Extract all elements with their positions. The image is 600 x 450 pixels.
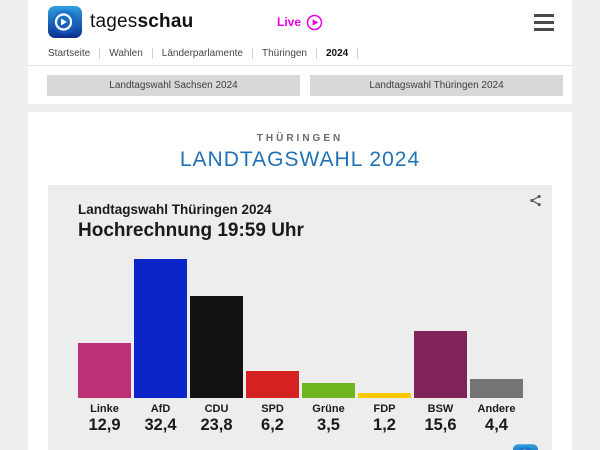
tagesschau-home-link[interactable]: tagesschau: [48, 6, 193, 38]
header-divider: [28, 65, 572, 66]
bar-Linke: [78, 343, 131, 398]
party-value: 12,9: [88, 416, 121, 434]
header-top-bar: tagesschau Live: [28, 0, 572, 44]
brand-wordmark: tagesschau: [90, 11, 193, 33]
breadcrumb-thueringen[interactable]: Thüringen: [253, 47, 317, 59]
results-chart-panel: Landtagswahl Thüringen 2024 Hochrechnung…: [48, 185, 552, 450]
party-label: SPD: [261, 403, 284, 415]
chart-title: Landtagswahl Thüringen 2024: [78, 202, 272, 217]
share-icon: [530, 194, 541, 207]
header: tagesschau Live Startseite Wahlen Länder…: [28, 0, 572, 104]
tab-landtagswahl-sachsen[interactable]: Landtagswahl Sachsen 2024: [47, 75, 300, 96]
party-value: 23,8: [200, 416, 233, 434]
breadcrumb: Startseite Wahlen Länderparlamente Thüri…: [28, 44, 572, 62]
bar-AfD: [134, 259, 187, 398]
party-value: 1,2: [373, 416, 396, 434]
share-button[interactable]: [527, 192, 544, 209]
bar-SPD: [246, 371, 299, 398]
bar-BSW: [414, 331, 467, 398]
bar-Andere: [470, 379, 523, 398]
breadcrumb-wahlen[interactable]: Wahlen: [100, 47, 153, 59]
page-title: LANDTAGSWAHL 2024: [179, 148, 421, 171]
party-value: 6,2: [261, 416, 284, 434]
party-label: Linke: [90, 403, 119, 415]
party-value: 3,5: [317, 416, 340, 434]
brand-regular: tages: [90, 11, 138, 32]
bars-row: [78, 259, 552, 398]
bar-FDP: [358, 393, 411, 398]
party-value: 32,4: [144, 416, 177, 434]
live-button[interactable]: Live: [277, 14, 323, 31]
menu-icon: [534, 13, 554, 17]
brand-bold: schau: [137, 11, 194, 32]
menu-button[interactable]: [532, 10, 556, 35]
chart-tagesschau-logo-icon: [513, 444, 538, 450]
live-label: Live: [276, 15, 302, 29]
party-label: BSW: [427, 403, 454, 415]
bar-CDU: [190, 296, 243, 398]
main-content: THÜRINGEN LANDTAGSWAHL 2024 Landtagswahl…: [28, 112, 572, 450]
election-tabs: Landtagswahl Sachsen 2024 Landtagswahl T…: [28, 66, 572, 104]
breadcrumb-laenderparlamente[interactable]: Länderparlamente: [153, 47, 253, 59]
chart-subtitle: Hochrechnung 19:59 Uhr: [78, 220, 304, 241]
page-kicker: THÜRINGEN: [256, 133, 344, 144]
party-value: 4,4: [485, 416, 508, 434]
tagesschau-logo-icon: [48, 6, 82, 38]
breadcrumb-startseite[interactable]: Startseite: [48, 47, 101, 59]
party-label: AfD: [150, 403, 171, 415]
breadcrumb-2024[interactable]: 2024: [317, 47, 359, 59]
tab-landtagswahl-thueringen[interactable]: Landtagswahl Thüringen 2024: [310, 75, 563, 96]
live-play-icon: [306, 14, 323, 30]
labels-row: Linke AfD CDU SPD Grüne FDP BSW Andere: [78, 403, 552, 415]
party-label: Grüne: [312, 403, 345, 415]
party-label: Andere: [477, 403, 516, 415]
party-label: FDP: [373, 403, 396, 415]
values-row: 12,9 32,4 23,8 6,2 3,5 1,2 15,6 4,4: [78, 416, 552, 435]
party-value: 15,6: [424, 416, 457, 434]
source-row: Infratest dimap, in Prozent: [78, 444, 552, 450]
party-label: CDU: [204, 403, 229, 415]
bar-Grüne: [302, 383, 355, 398]
